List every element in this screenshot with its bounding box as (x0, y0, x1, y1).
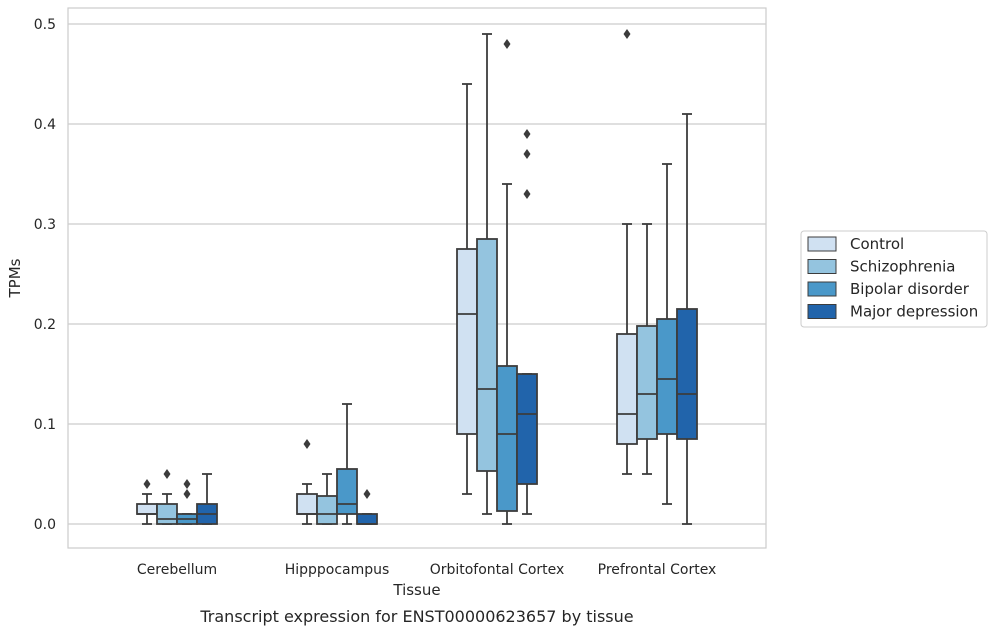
y-tick-label: 0.1 (34, 417, 56, 433)
outlier-point (523, 189, 531, 199)
iqr-box (616, 333, 638, 445)
iqr-box (496, 365, 518, 512)
legend-label: Bipolar disorder (850, 280, 970, 298)
x-axis-label: Tissue (392, 581, 440, 599)
box-control (616, 29, 638, 475)
plot-area (67, 7, 767, 549)
box-major-depression (196, 473, 218, 525)
y-tick-label: 0.0 (34, 517, 56, 533)
outlier-point (303, 439, 311, 449)
box-major-depression (676, 113, 698, 525)
y-tick-label: 0.3 (34, 217, 56, 233)
outlier-point (143, 479, 151, 489)
y-tick-label: 0.5 (34, 17, 56, 33)
iqr-box (636, 325, 658, 440)
x-tick-label: Cerebellum (137, 562, 217, 578)
box-control (136, 479, 158, 525)
legend-label: Schizophrenia (850, 258, 955, 276)
boxes (136, 29, 698, 525)
outlier-point (183, 489, 191, 499)
legend-label: Major depression (850, 303, 978, 321)
iqr-box (296, 493, 318, 515)
legend-swatch (807, 236, 837, 252)
legend-frame (800, 230, 988, 328)
box-schizophrenia (476, 33, 498, 515)
x-tick-label: Hipppocampus (285, 562, 390, 578)
chart-caption: Transcript expression for ENST0000062365… (199, 607, 633, 626)
box-major-depression (516, 129, 538, 515)
legend: Control Schizophrenia Bipolar disorder Majo… (800, 230, 988, 328)
box-bipolar-disorder (656, 163, 678, 505)
iqr-box (456, 248, 478, 435)
outlier-point (623, 29, 631, 39)
box-major-depression (356, 489, 378, 525)
iqr-box (316, 495, 338, 525)
y-tick-label: 0.4 (34, 117, 56, 133)
y-tick-label: 0.2 (34, 317, 56, 333)
outlier-point (523, 149, 531, 159)
box-bipolar-disorder (176, 479, 198, 525)
outlier-point (183, 479, 191, 489)
outlier-point (363, 489, 371, 499)
legend-swatch (807, 304, 837, 319)
iqr-box (656, 318, 678, 435)
grid-lines (68, 23, 766, 525)
iqr-box (676, 308, 698, 440)
y-axis-label: TPMs (6, 258, 24, 298)
x-tick-labels: Cerebellum Hipppocampus Orbitofontal Corte… (137, 562, 716, 578)
iqr-box (336, 468, 358, 515)
outlier-point (503, 39, 511, 49)
legend-swatch (807, 259, 837, 274)
legend-swatch (807, 281, 837, 297)
box-control (296, 439, 318, 525)
legend-label: Control (850, 235, 904, 253)
outlier-point (163, 469, 171, 479)
iqr-box (156, 503, 178, 525)
legend-items: Control Schizophrenia Bipolar disorder Majo… (807, 235, 978, 321)
iqr-box (476, 238, 498, 472)
outlier-point (523, 129, 531, 139)
iqr-box (136, 503, 158, 515)
iqr-box (516, 373, 538, 485)
x-tick-label: Prefrontal Cortex (598, 562, 717, 578)
x-tick-label: Orbitofontal Cortex (430, 562, 565, 578)
y-tick-labels: 0.0 0.1 0.2 0.3 0.4 0.5 (34, 17, 56, 533)
iqr-box (356, 513, 378, 525)
box-bipolar-disorder (336, 403, 358, 525)
